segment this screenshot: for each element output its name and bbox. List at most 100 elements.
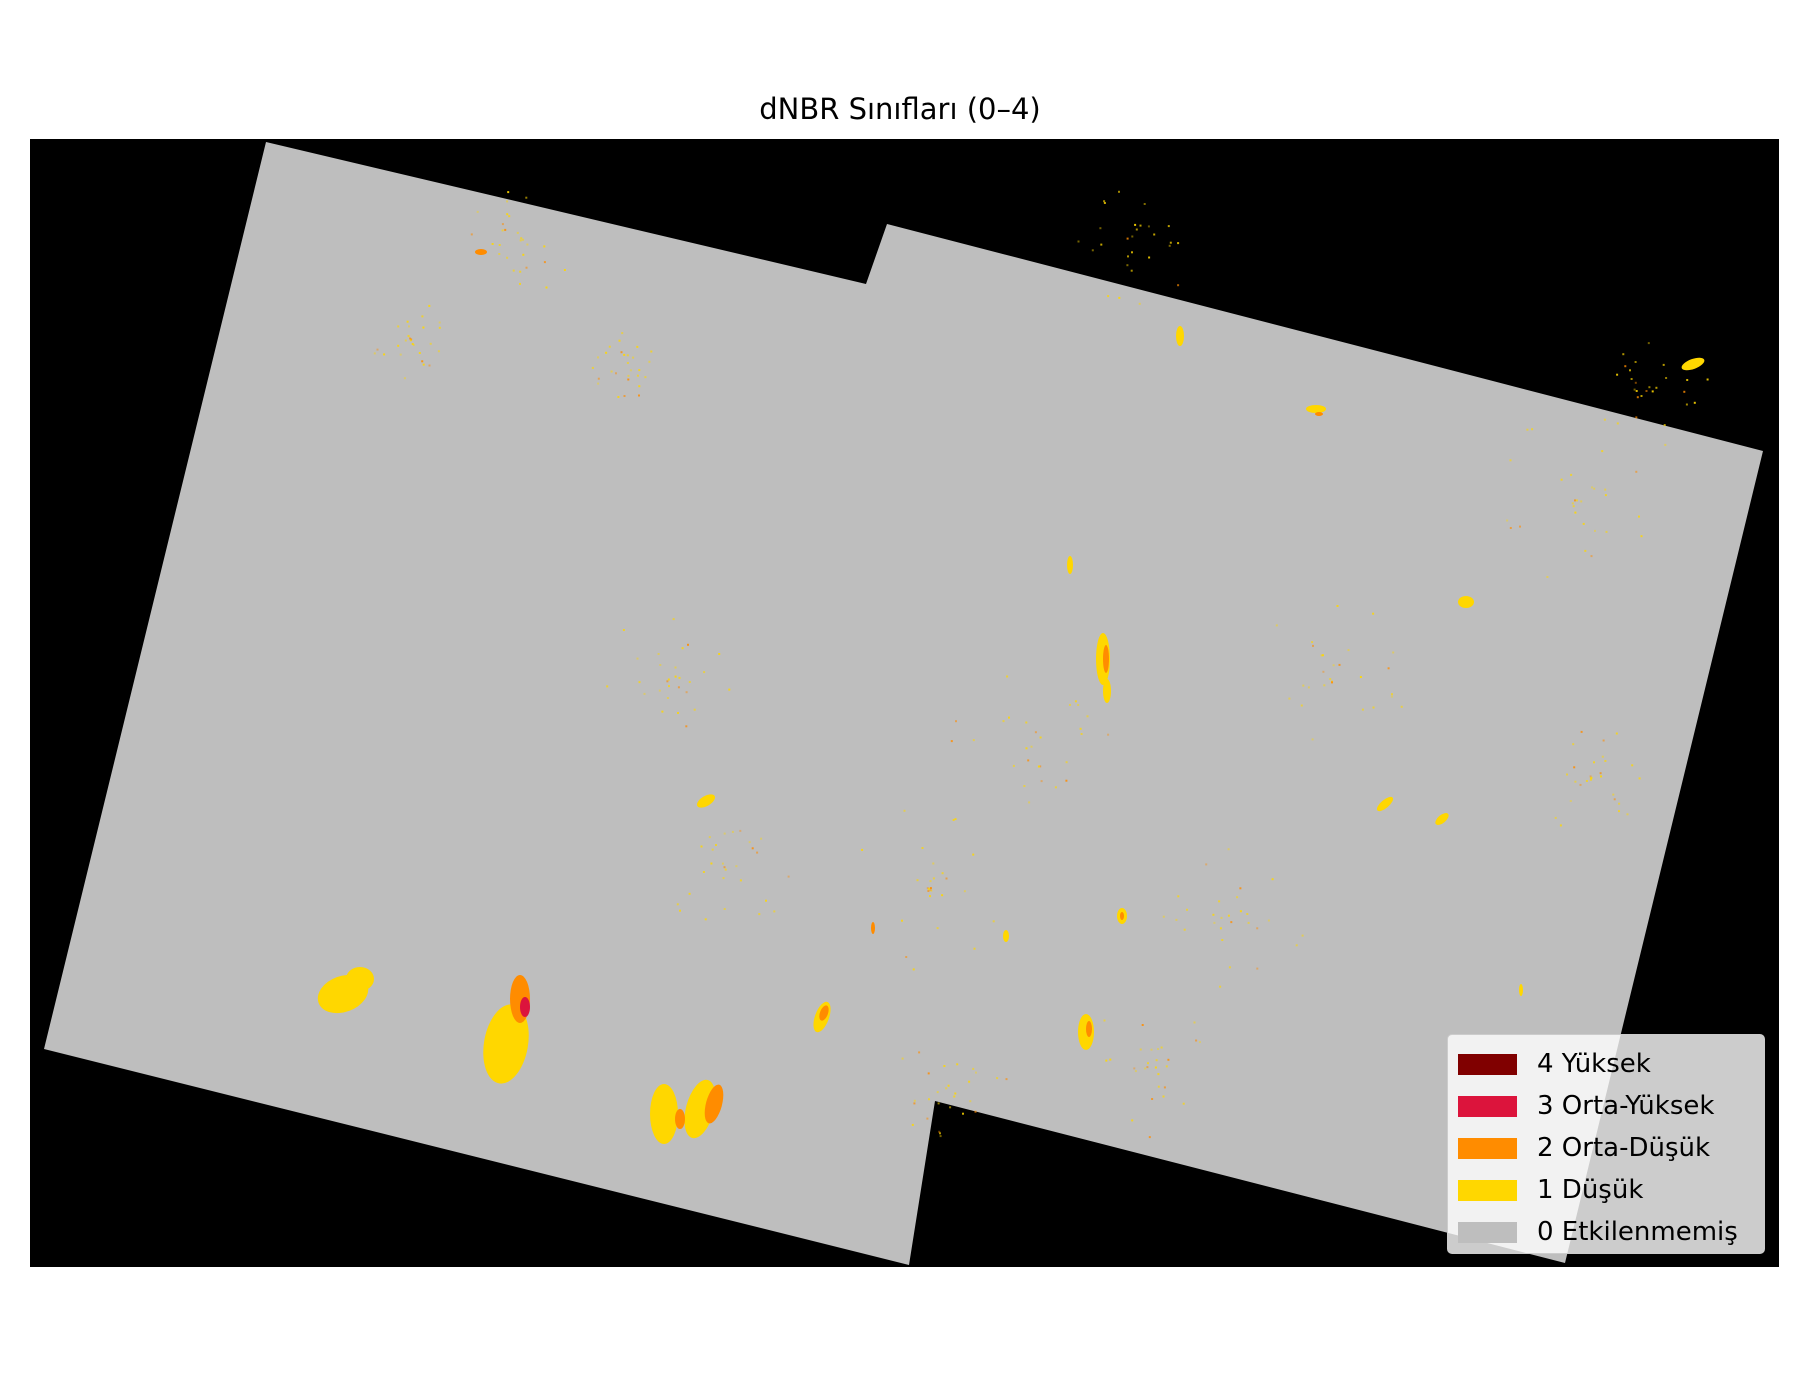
burn-speck bbox=[1127, 255, 1129, 258]
burn-speck bbox=[1295, 944, 1298, 947]
burn-speck bbox=[411, 343, 414, 345]
burn-speck bbox=[1599, 772, 1602, 775]
burn-speck bbox=[648, 360, 651, 363]
burn-speck bbox=[936, 1091, 939, 1094]
burn-speck bbox=[404, 339, 407, 342]
burn-speck bbox=[677, 712, 679, 714]
burn-speck bbox=[1580, 730, 1583, 733]
burn-speck bbox=[1118, 296, 1121, 299]
burn-speck bbox=[1246, 913, 1249, 915]
burn-patch bbox=[1103, 645, 1109, 673]
burn-speck bbox=[661, 710, 664, 713]
burn-speck bbox=[638, 369, 641, 372]
burn-speck bbox=[941, 872, 944, 875]
burn-speck bbox=[1144, 1067, 1147, 1070]
burn-speck bbox=[1168, 244, 1171, 247]
burn-speck bbox=[666, 680, 669, 683]
burn-speck bbox=[1100, 243, 1103, 246]
burn-speck bbox=[504, 228, 507, 231]
burn-speck bbox=[1647, 342, 1650, 345]
burn-speck bbox=[1143, 203, 1146, 205]
burn-speck bbox=[1131, 235, 1134, 238]
burn-speck bbox=[992, 920, 995, 923]
burn-speck bbox=[1091, 249, 1094, 252]
burn-speck bbox=[1162, 1095, 1165, 1098]
burn-patch bbox=[819, 1005, 829, 1021]
burn-speck bbox=[938, 1130, 941, 1133]
burn-speck bbox=[1665, 377, 1668, 379]
burn-speck bbox=[1651, 390, 1654, 393]
burn-speck bbox=[512, 269, 515, 272]
burn-speck bbox=[1077, 240, 1080, 243]
burn-speck bbox=[787, 875, 790, 878]
burn-speck bbox=[636, 345, 639, 348]
burn-speck bbox=[681, 647, 684, 650]
burn-speck bbox=[397, 325, 400, 328]
burn-speck bbox=[1638, 515, 1640, 518]
burn-speck bbox=[422, 363, 425, 366]
burn-speck bbox=[939, 1135, 942, 1138]
burn-speck bbox=[1039, 736, 1042, 739]
burn-speck bbox=[1600, 775, 1602, 778]
burn-speck bbox=[407, 334, 410, 337]
burn-speck bbox=[498, 244, 501, 246]
burn-speck bbox=[1177, 895, 1180, 898]
burn-speck bbox=[1212, 913, 1215, 916]
burn-speck bbox=[1227, 914, 1230, 917]
burn-speck bbox=[918, 1051, 921, 1054]
burn-speck bbox=[1006, 675, 1009, 678]
burn-speck bbox=[1186, 908, 1188, 911]
burn-speck bbox=[1372, 706, 1375, 709]
burn-speck bbox=[1531, 428, 1534, 431]
burn-patch bbox=[1376, 796, 1394, 812]
burn-speck bbox=[644, 376, 647, 379]
burn-speck bbox=[1219, 985, 1222, 988]
burn-speck bbox=[1635, 390, 1638, 392]
burn-speck bbox=[1162, 915, 1165, 918]
burn-speck bbox=[1311, 738, 1314, 741]
burn-speck bbox=[1604, 494, 1607, 497]
burn-speck bbox=[1118, 190, 1120, 193]
burn-speck bbox=[1593, 487, 1596, 490]
burn-speck bbox=[1636, 396, 1639, 399]
burn-speck bbox=[428, 304, 431, 307]
burn-speck bbox=[1205, 863, 1208, 866]
burn-speck bbox=[1640, 395, 1643, 397]
burn-speck bbox=[597, 356, 599, 359]
burn-speck bbox=[901, 1057, 904, 1060]
burn-speck bbox=[1634, 361, 1637, 363]
burn-speck bbox=[1037, 765, 1040, 768]
burn-speck bbox=[543, 261, 546, 264]
burn-speck bbox=[1574, 499, 1576, 502]
burn-speck bbox=[1086, 715, 1089, 718]
burn-speck bbox=[861, 848, 864, 851]
burn-speck bbox=[1165, 1065, 1168, 1068]
burn-speck bbox=[421, 360, 424, 363]
burn-speck bbox=[703, 671, 706, 674]
burn-speck bbox=[1239, 910, 1242, 913]
burn-speck bbox=[1618, 802, 1621, 805]
burn-speck bbox=[1175, 918, 1178, 921]
burn-speck bbox=[526, 243, 529, 246]
burn-speck bbox=[508, 215, 511, 218]
burn-speck bbox=[506, 200, 509, 203]
burn-speck bbox=[1662, 363, 1665, 366]
burn-speck bbox=[927, 1072, 930, 1075]
burn-speck bbox=[522, 253, 525, 256]
burn-speck bbox=[1685, 403, 1688, 406]
burn-speck bbox=[1074, 700, 1077, 703]
burn-speck bbox=[700, 845, 703, 848]
burn-speck bbox=[688, 892, 691, 895]
burn-speck bbox=[1686, 379, 1689, 381]
burn-speck bbox=[1157, 1048, 1159, 1050]
burn-speck bbox=[1008, 716, 1010, 719]
burn-speck bbox=[1141, 1024, 1144, 1026]
burn-speck bbox=[1307, 686, 1310, 689]
burn-speck bbox=[498, 253, 501, 255]
burn-speck bbox=[623, 353, 626, 356]
burn-speck bbox=[723, 832, 726, 835]
burn-patch bbox=[475, 249, 487, 255]
burn-speck bbox=[929, 887, 932, 890]
burn-speck bbox=[963, 890, 966, 893]
burn-speck bbox=[1167, 225, 1170, 228]
